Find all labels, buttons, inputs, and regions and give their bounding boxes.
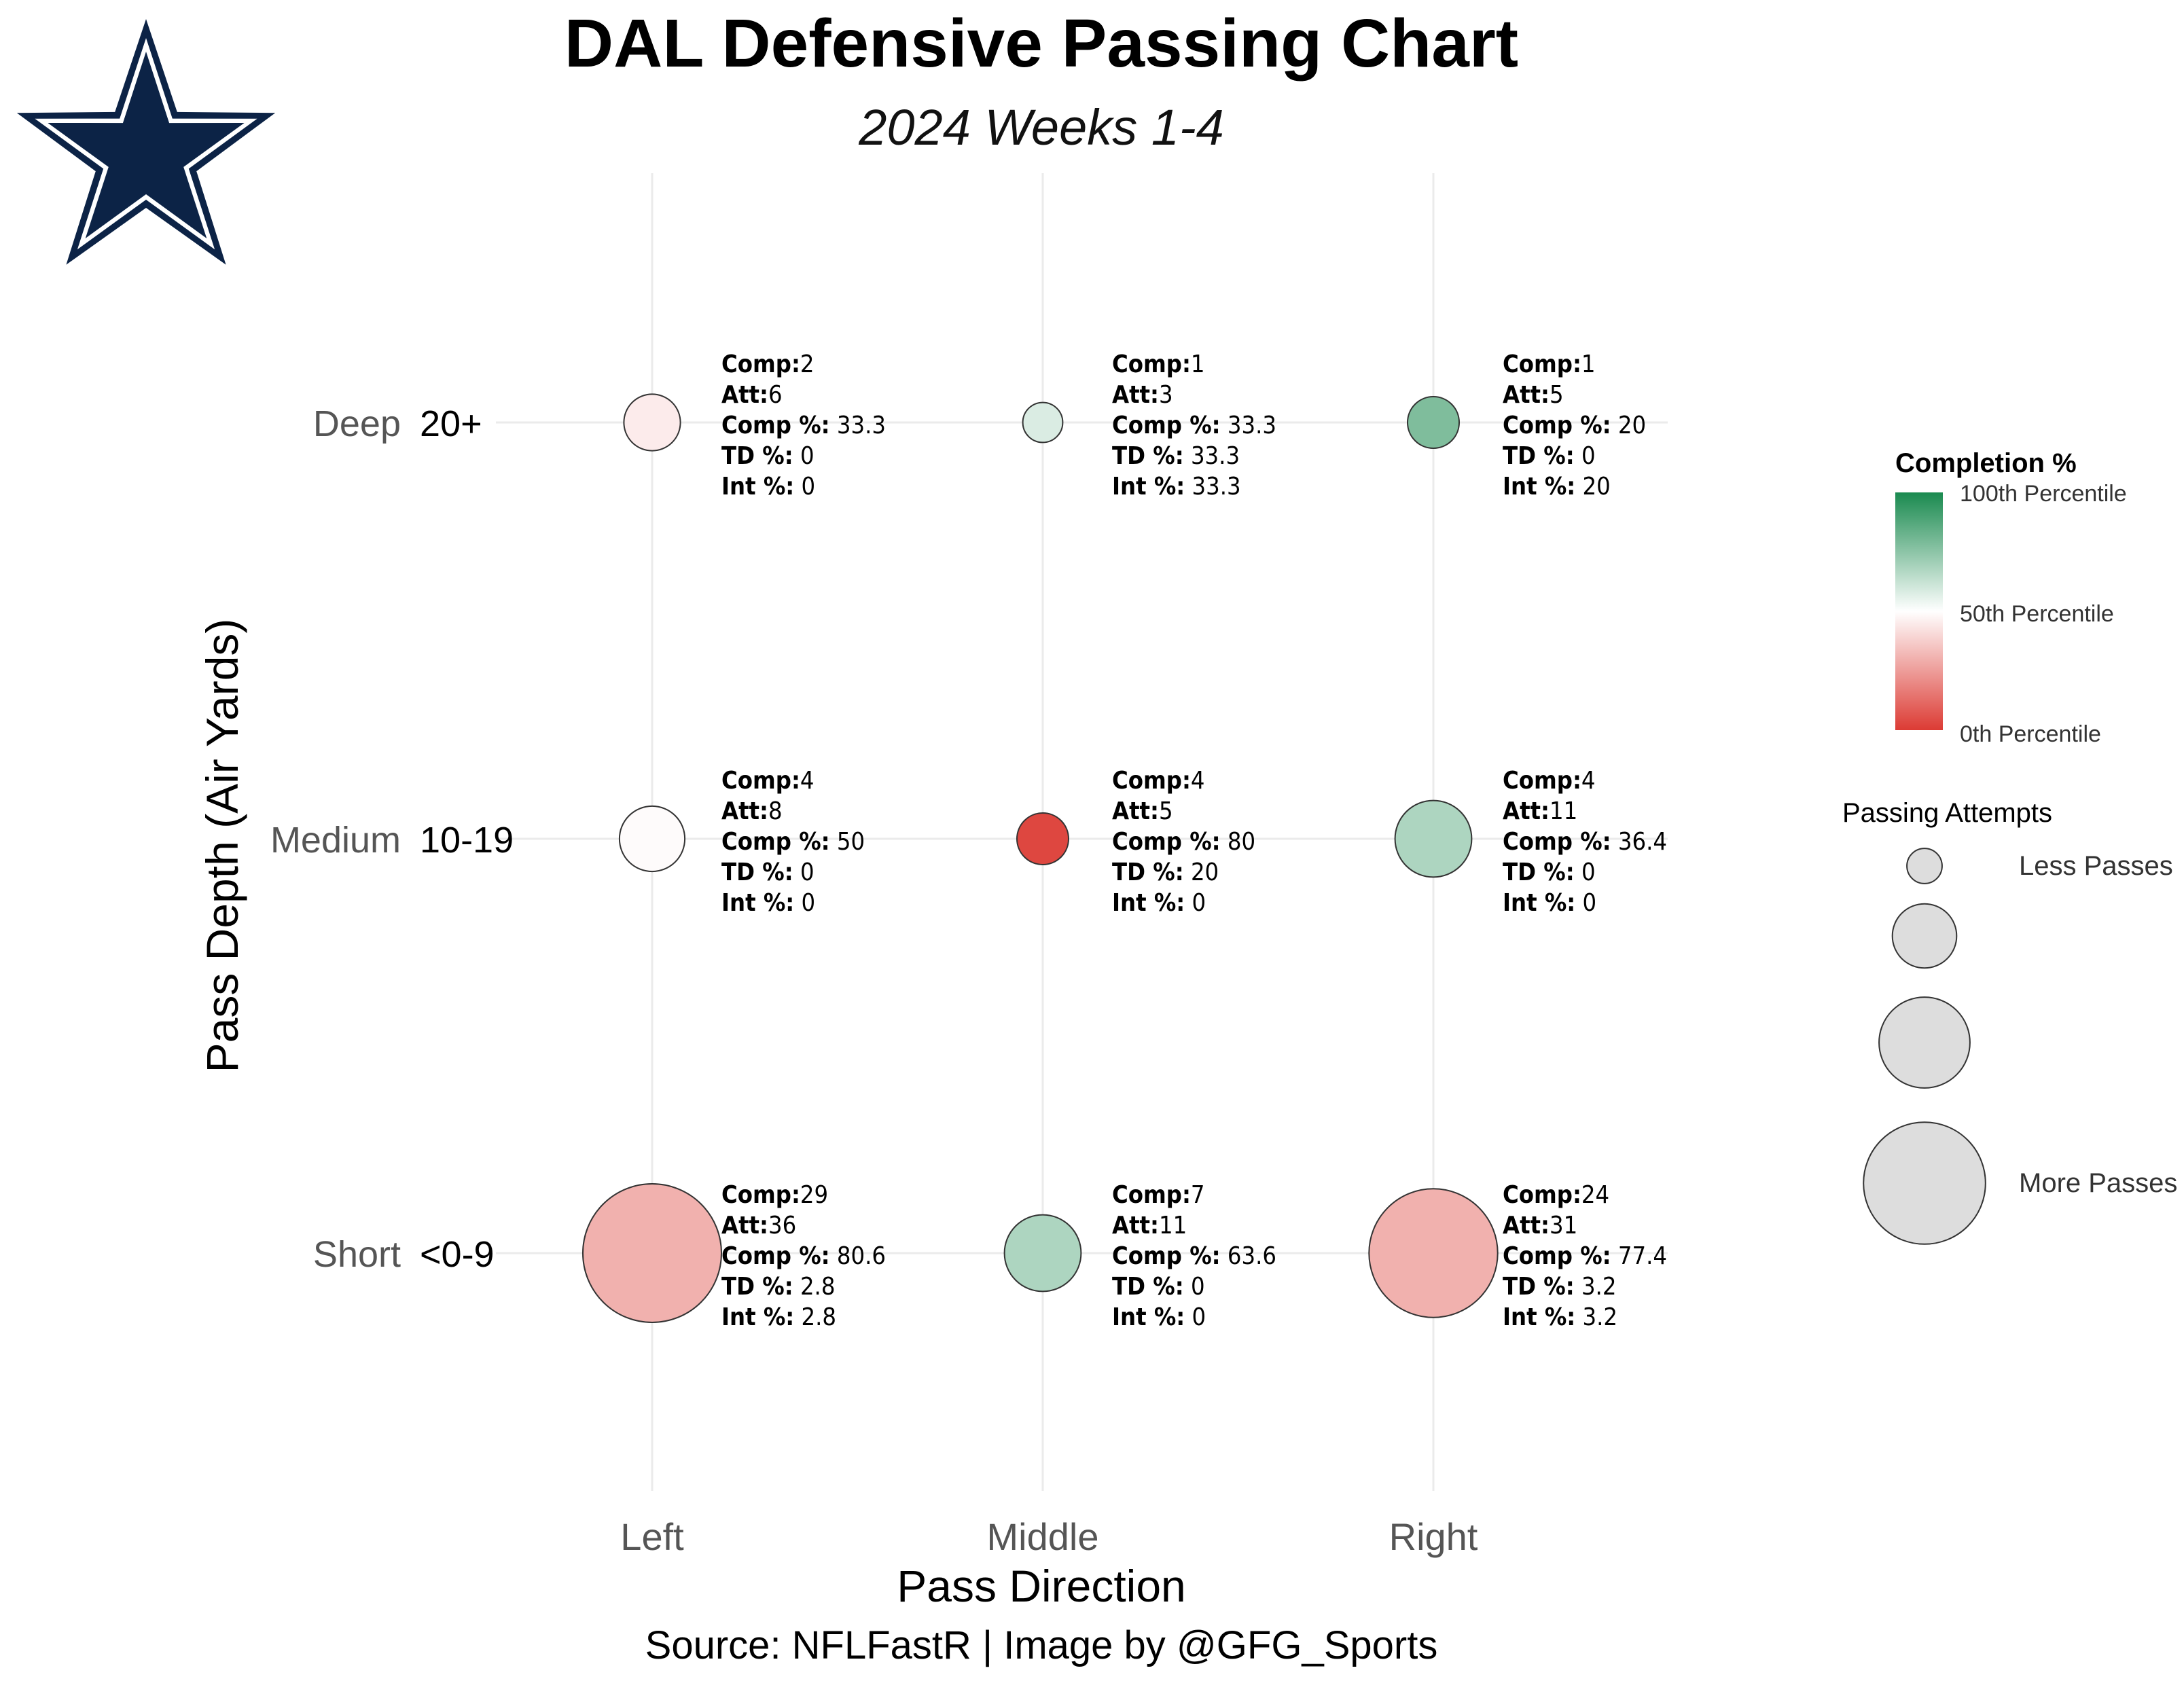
size-key-circle (1891, 903, 1958, 969)
annotation-line: TD %: 0 (1503, 858, 1596, 886)
annotation-line: Comp:1 (1112, 350, 1205, 378)
source-caption: Source: NFLFastR | Image by @GFG_Sports (645, 1623, 1438, 1667)
colorbar (1895, 492, 1943, 730)
annotation-line: Att:11 (1503, 797, 1577, 825)
annotation-line: TD %: 33.3 (1112, 442, 1240, 470)
color-legend-title: Completion % (1895, 448, 2077, 478)
annotation-line: Comp:4 (1503, 767, 1596, 795)
x-tick-label: Left (620, 1515, 684, 1558)
annotation-line: TD %: 0 (1112, 1273, 1205, 1301)
annotation-line: Int %: 0 (721, 889, 815, 917)
annotation-line: Comp:2 (721, 350, 814, 378)
annotation-line: Comp %: 80 (1112, 828, 1255, 856)
annotation-line: Att:3 (1112, 381, 1173, 409)
x-tick-labels: Left Middle Right (620, 1515, 1478, 1558)
y-axis-title: Pass Depth (Air Yards) (197, 619, 247, 1073)
annotation-line: Int %: 0 (721, 473, 815, 501)
annotation-line: Comp:4 (721, 767, 814, 795)
y-tick-label: Short (313, 1234, 401, 1275)
y-tick-labels: Deep 20+ Medium 10-19 Short <0-9 (270, 403, 514, 1275)
annotation-line: Att:31 (1503, 1212, 1577, 1240)
annotation-line: Int %: 0 (1112, 889, 1206, 917)
bubble-medium-right (1394, 799, 1473, 878)
y-range-label: <0-9 (420, 1234, 495, 1275)
annotation-line: Comp %: 36.4 (1503, 828, 1667, 856)
annotation-deep-middle: Comp:1 Att:3 Comp %: 33.3 TD %: 33.3 Int %: … (1112, 350, 1276, 501)
x-axis-title: Pass Direction (897, 1561, 1186, 1611)
bubble-deep-left (623, 393, 681, 452)
annotation-line: TD %: 3.2 (1503, 1273, 1616, 1301)
colorbar-label: 100th Percentile (1960, 481, 2127, 507)
annotation-line: TD %: 0 (1503, 442, 1596, 470)
annotation-line: Int %: 3.2 (1503, 1303, 1617, 1331)
bubbles (582, 393, 1499, 1323)
annotation-line: Int %: 0 (1112, 1303, 1206, 1331)
x-tick-label: Middle (987, 1515, 1099, 1558)
annotation-line: Att:6 (721, 381, 783, 409)
annotation-line: Comp:4 (1112, 767, 1205, 795)
y-tick-label: Medium (270, 820, 401, 861)
annotation-deep-right: Comp:1 Att:5 Comp %: 20 TD %: 0 Int %: 20 (1503, 350, 1646, 501)
annotation-line: Comp:7 (1112, 1181, 1205, 1209)
bubble-deep-right (1407, 396, 1460, 449)
bubble-short-left (582, 1183, 722, 1323)
y-range-label: 20+ (420, 403, 482, 444)
annotation-line: Comp %: 33.3 (1112, 412, 1276, 439)
bubble-deep-middle (1022, 401, 1064, 444)
y-tick-label: Deep (313, 403, 401, 444)
colorbar-labels: 100th Percentile 50th Percentile 0th Perce… (1960, 481, 2127, 747)
chart-subtitle: 2024 Weeks 1-4 (858, 99, 1224, 156)
annotation-line: Int %: 0 (1503, 889, 1596, 917)
bubble-medium-left (618, 805, 686, 873)
annotation-line: Comp %: 20 (1503, 412, 1646, 439)
annotation-line: Att:36 (721, 1212, 796, 1240)
size-key-circle (1863, 1121, 1986, 1245)
annotation-line: TD %: 20 (1112, 858, 1219, 886)
annotation-line: Int %: 33.3 (1112, 473, 1241, 501)
annotation-deep-left: Comp:2 Att:6 Comp %: 33.3 TD %: 0 Int %: 0 (721, 350, 886, 501)
annotation-line: TD %: 0 (721, 442, 814, 470)
annotation-line: Comp:1 (1503, 350, 1596, 378)
size-key-label: Less Passes (2019, 851, 2173, 881)
size-legend: Passing Attempts Less Passes More Passes (1842, 798, 2177, 1245)
annotation-line: Att:11 (1112, 1212, 1187, 1240)
size-legend-title: Passing Attempts (1842, 798, 2052, 828)
y-range-label: 10-19 (420, 820, 514, 861)
chart-title: DAL Defensive Passing Chart (565, 5, 1518, 82)
annotation-line: Comp %: 80.6 (721, 1242, 886, 1270)
cowboys-star-logo (16, 19, 276, 265)
annotation-line: Att:5 (1112, 797, 1173, 825)
annotation-line: Int %: 2.8 (721, 1303, 836, 1331)
annotation-line: Comp %: 50 (721, 828, 865, 856)
size-key-circle (1906, 848, 1943, 884)
size-keys: Less Passes More Passes (1863, 848, 2177, 1245)
annotation-line: TD %: 2.8 (721, 1273, 835, 1301)
size-key-circle (1878, 996, 1971, 1089)
size-key-label: More Passes (2019, 1168, 2177, 1198)
x-tick-label: Right (1389, 1515, 1478, 1558)
annotation-line: Comp:24 (1503, 1181, 1609, 1209)
annotation-line: Att:8 (721, 797, 783, 825)
annotation-line: Int %: 20 (1503, 473, 1611, 501)
bubble-short-right (1368, 1188, 1499, 1318)
annotation-line: Comp:29 (721, 1181, 828, 1209)
annotation-line: Comp %: 63.6 (1112, 1242, 1276, 1270)
annotation-line: TD %: 0 (721, 858, 814, 886)
color-legend: Completion % 100th Percentile 50th Percen… (1895, 448, 2127, 747)
annotation-line: Att:5 (1503, 381, 1564, 409)
colorbar-label: 0th Percentile (1960, 721, 2101, 747)
annotation-line: Comp %: 77.4 (1503, 1242, 1667, 1270)
annotation-line: Comp %: 33.3 (721, 412, 886, 439)
colorbar-label: 50th Percentile (1960, 601, 2114, 627)
bubble-medium-middle (1016, 812, 1069, 865)
bubble-short-middle (1003, 1214, 1082, 1293)
